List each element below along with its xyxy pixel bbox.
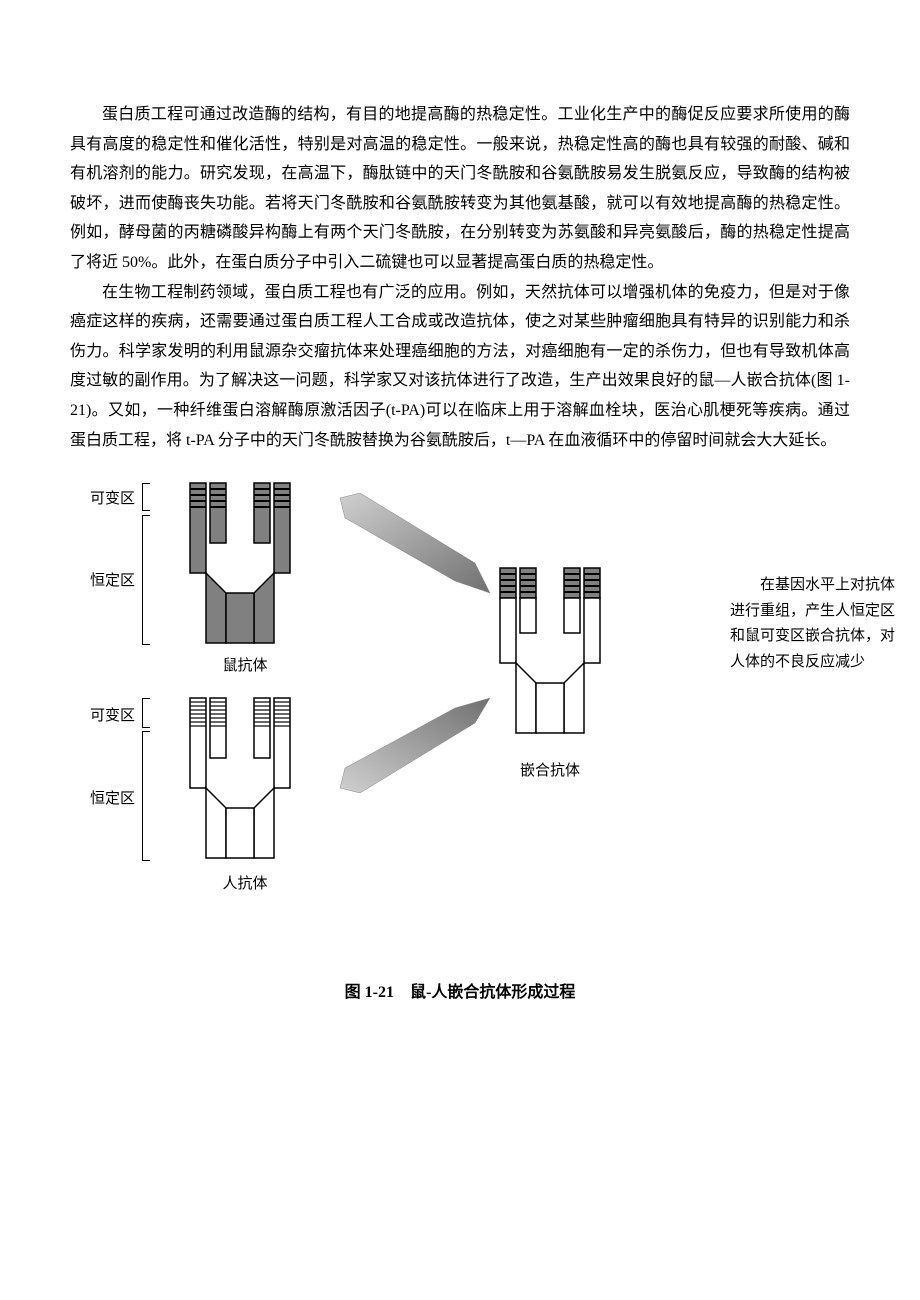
bracket-human-const xyxy=(142,731,150,861)
mouse-antibody-diagram xyxy=(160,473,320,664)
arrow-top xyxy=(335,493,495,603)
figure-side-text: 在基因水平上对抗体进行重组，产生人恒定区和鼠可变区嵌合抗体，对人体的不良反应减少 xyxy=(730,573,895,675)
label-human-var: 可变区 xyxy=(80,703,135,731)
label-mouse-const: 恒定区 xyxy=(80,568,135,596)
arrow-bottom xyxy=(335,698,495,798)
label-mouse-var: 可变区 xyxy=(80,486,135,514)
human-antibody-label: 人抗体 xyxy=(195,871,295,899)
paragraph-2: 在生物工程制药领域，蛋白质工程也有广泛的应用。例如，天然抗体可以增强机体的免疫力… xyxy=(70,278,850,456)
figure-1-21: 可变区 恒定区 鼠抗体 可变区 恒定区 人抗体 xyxy=(70,473,850,973)
figure-caption: 图 1-21 鼠-人嵌合抗体形成过程 xyxy=(70,978,850,1008)
label-human-const: 恒定区 xyxy=(80,786,135,814)
chimeric-antibody-label: 嵌合抗体 xyxy=(500,758,600,786)
bracket-mouse-var xyxy=(142,483,150,511)
human-antibody-diagram xyxy=(160,688,320,879)
paragraph-1: 蛋白质工程可通过改造酶的结构，有目的地提高酶的热稳定性。工业化生产中的酶促反应要… xyxy=(70,100,850,278)
bracket-mouse-const xyxy=(142,515,150,645)
bracket-human-var xyxy=(142,698,150,728)
mouse-antibody-label: 鼠抗体 xyxy=(195,653,295,681)
